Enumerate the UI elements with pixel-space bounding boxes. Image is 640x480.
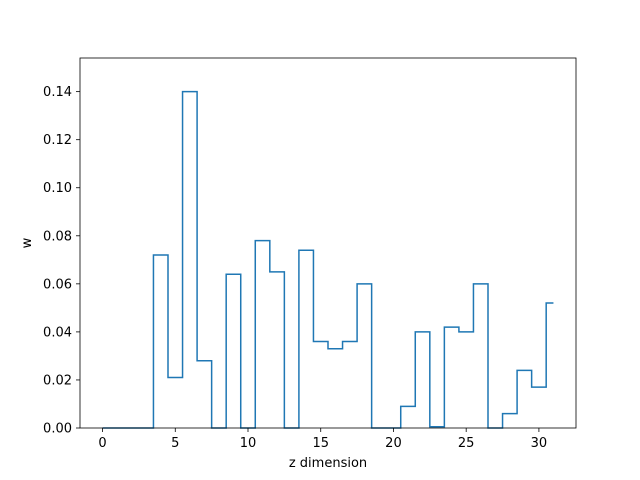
y-tick-label: 0.10: [43, 181, 72, 196]
plot-frame: [79, 57, 577, 429]
x-tick-label: 0: [98, 436, 106, 451]
y-axis-ticks: 0.00 0.02 0.04 0.06 0.08 0.10 0.12 0.14: [43, 85, 80, 437]
y-tick-label: 0.02: [43, 373, 72, 388]
y-tick-label: 0.14: [43, 85, 72, 100]
x-tick-label: 10: [240, 436, 257, 451]
y-tick-label: 0.12: [43, 133, 72, 148]
x-axis-label: z dimension: [289, 456, 367, 471]
y-tick-label: 0.08: [43, 229, 72, 244]
x-tick-label: 5: [171, 436, 179, 451]
plot-area: [80, 58, 576, 428]
y-axis-label: w: [20, 237, 35, 248]
x-tick-label: 25: [458, 436, 475, 451]
y-tick-label: 0.04: [43, 325, 72, 340]
x-tick-label: 20: [385, 436, 402, 451]
x-axis-ticks: 0 5 10 15 20 25 30: [98, 428, 547, 451]
y-tick-label: 0.06: [43, 277, 72, 292]
y-tick-label: 0.00: [43, 422, 72, 437]
step-series-line: [102, 90, 554, 429]
x-tick-label: 15: [312, 436, 329, 451]
x-tick-label: 30: [531, 436, 548, 451]
